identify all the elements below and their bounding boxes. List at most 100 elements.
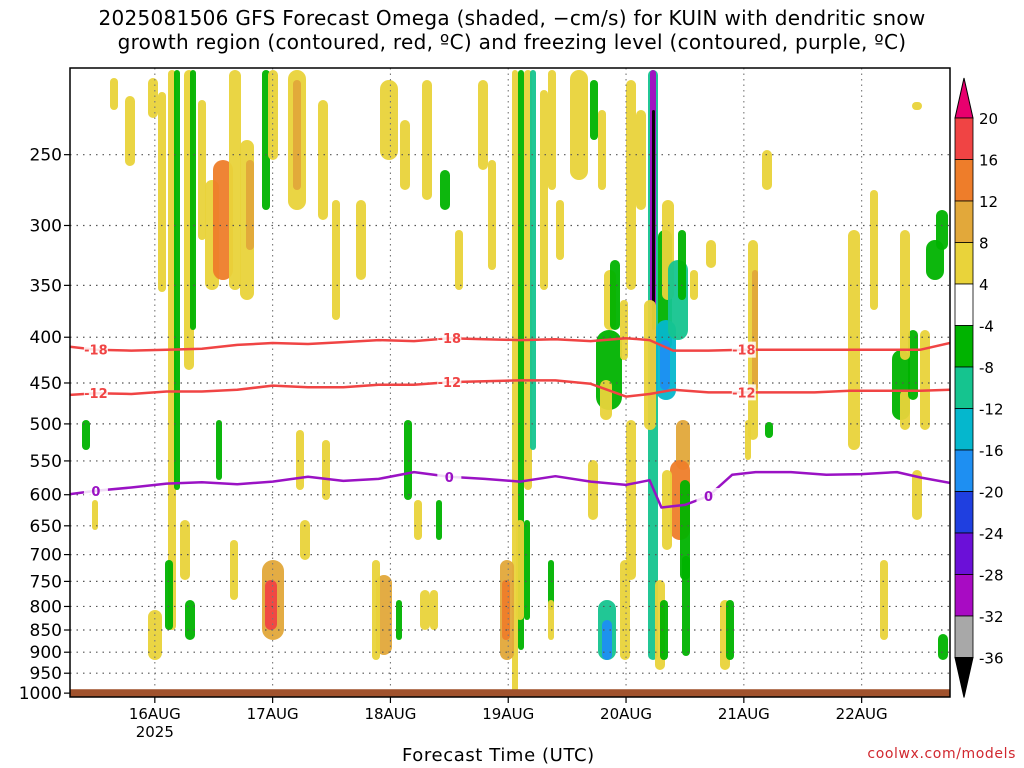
omega-cell — [420, 590, 430, 630]
y-tick-label: 850 — [30, 621, 62, 641]
contour-label: 0 — [91, 485, 100, 500]
colorbar-segment — [954, 325, 974, 368]
omega-cell — [296, 430, 304, 490]
omega-cell — [229, 70, 241, 290]
y-tick-label: 450 — [30, 374, 62, 394]
omega-cell — [436, 500, 442, 540]
omega-cell — [644, 300, 656, 430]
x-axis-title: Forecast Time (UTC) — [402, 745, 595, 766]
omega-cell — [318, 100, 328, 220]
omega-cell — [478, 80, 488, 170]
omega-cell — [516, 520, 524, 620]
colorbar-label: 16 — [979, 152, 998, 170]
omega-cell — [745, 420, 751, 460]
colorbar-label: -24 — [979, 525, 1004, 543]
omega-cell — [158, 92, 166, 292]
colorbar-segment — [954, 117, 974, 160]
omega-cell — [518, 70, 524, 650]
colorbar-segment — [954, 491, 974, 534]
colorbar-label: 12 — [979, 193, 998, 211]
omega-cell — [268, 70, 278, 160]
contour-label: -12 — [438, 376, 462, 391]
omega-cell — [110, 78, 118, 110]
colorbar-label: 4 — [979, 276, 989, 294]
contour-line — [70, 379, 950, 398]
omega-cell — [502, 580, 510, 640]
omega-cell — [414, 500, 422, 540]
contour-label: -12 — [732, 386, 756, 401]
omega-cell — [626, 420, 636, 580]
omega-cell — [652, 110, 655, 330]
colorbar-label: -20 — [979, 484, 1004, 502]
title-line-1: 2025081506 GFS Forecast Omega (shaded, −… — [98, 6, 926, 30]
colorbar-segment — [954, 532, 974, 575]
x-tick-label: 18AUG — [364, 705, 416, 723]
omega-cell — [430, 590, 438, 630]
omega-cell — [848, 230, 860, 450]
colorbar-label: -8 — [979, 359, 994, 377]
omega-cell — [213, 160, 233, 280]
y-tick-label: 350 — [30, 276, 62, 296]
omega-cell — [332, 200, 340, 320]
omega-cell — [556, 200, 564, 260]
omega-cell — [912, 102, 922, 110]
credit-text: coolwx.com/models — [867, 746, 1016, 762]
y-tick-label: 550 — [30, 452, 62, 472]
omega-cell — [590, 80, 598, 140]
y-tick-label: 950 — [30, 664, 62, 684]
y-axis: 2503003504004505005506006507007508008509… — [19, 146, 70, 704]
y-tick-label: 650 — [30, 517, 62, 537]
omega-cell — [660, 600, 668, 660]
omega-cell — [530, 70, 536, 450]
y-tick-label: 300 — [30, 216, 62, 236]
colorbar-label: -32 — [979, 608, 1004, 626]
colorbar-bottom-arrow — [954, 657, 974, 698]
omega-cell — [92, 500, 98, 530]
contour-label-bg — [731, 341, 756, 358]
colorbar-top-arrow — [954, 77, 974, 119]
y-tick-label: 900 — [30, 643, 62, 663]
omega-cell — [900, 230, 910, 360]
contour-label-bg — [437, 468, 462, 485]
ground-rect — [70, 689, 950, 697]
omega-cell — [165, 560, 173, 630]
omega-cell — [548, 560, 554, 610]
y-tick-label: 1000 — [19, 684, 62, 704]
omega-cell — [174, 70, 180, 490]
title-line-2: growth region (contoured, red, ºC) and f… — [117, 30, 907, 54]
colorbar-segment — [954, 574, 974, 617]
omega-cell — [400, 120, 410, 190]
omega-cell — [610, 260, 620, 330]
omega-cell — [190, 70, 196, 330]
omega-cell — [540, 90, 548, 290]
omega-cell — [600, 380, 612, 420]
contour-label-bg — [437, 330, 462, 347]
omega-cell — [912, 470, 922, 520]
omega-cell — [706, 240, 716, 268]
omega-cell — [148, 78, 158, 118]
omega-cell — [870, 190, 878, 310]
omega-cell — [752, 270, 758, 390]
x-year-label: 2025 — [136, 723, 174, 741]
colorbar-label: -12 — [979, 401, 1004, 419]
y-tick-label: 800 — [30, 597, 62, 617]
omega-cell — [920, 330, 930, 430]
omega-cell — [180, 520, 190, 580]
omega-cell — [662, 470, 672, 550]
omega-cell — [293, 80, 301, 190]
contours: -18 -18 -18 -12 -12 -12 0 0 0 — [70, 330, 950, 509]
colorbar-label: 20 — [979, 110, 998, 128]
colorbar-label: -16 — [979, 442, 1004, 460]
contour-line — [70, 470, 950, 509]
contour-label-bg — [696, 488, 721, 505]
omega-cell — [598, 110, 606, 190]
colorbar-segment — [954, 242, 974, 285]
omega-cell — [422, 80, 432, 200]
grid-lines — [70, 68, 950, 697]
contour-label-bg — [83, 482, 108, 499]
contour-label: -18 — [84, 344, 108, 359]
x-tick-label: 19AUG — [482, 705, 534, 723]
y-tick-label: 400 — [30, 328, 62, 348]
omega-cell — [488, 160, 496, 270]
